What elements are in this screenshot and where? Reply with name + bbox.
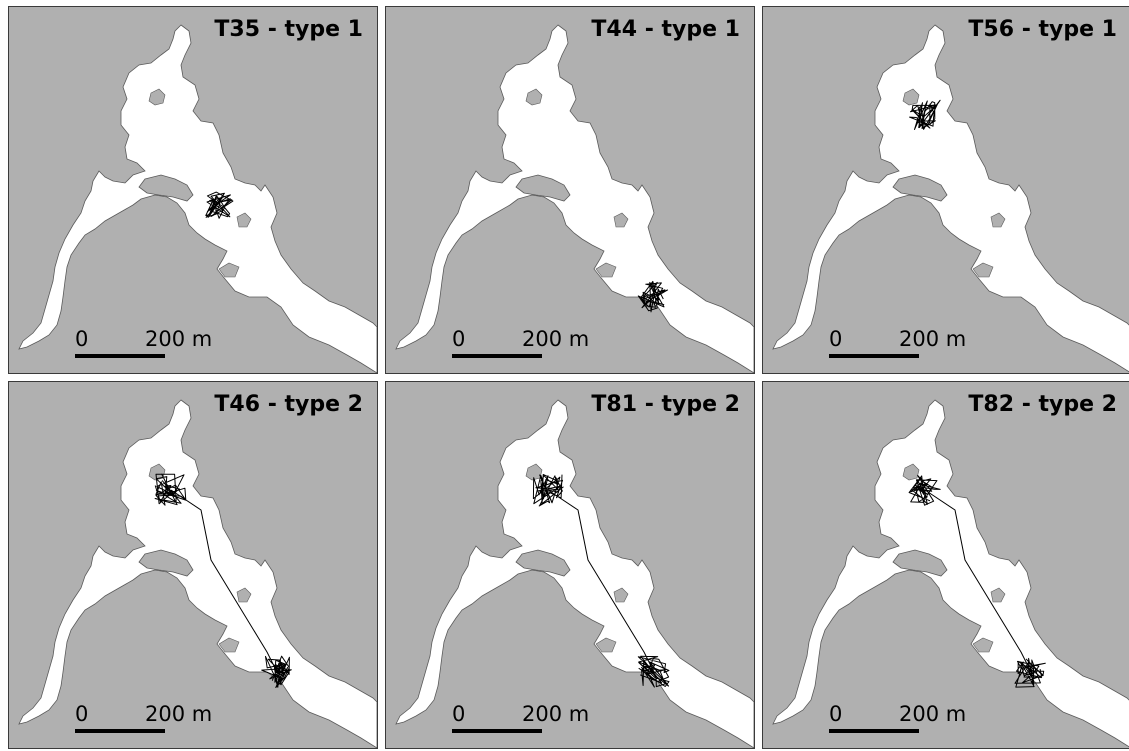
map-panel-t81: T81 - type 2 0 200 m [385,381,755,749]
island [892,549,948,577]
islet [236,212,252,228]
panel-title: T82 - type 2 [968,392,1117,417]
islet [972,637,994,653]
islet [613,212,629,228]
scale-bar-distance-label: 200 m [899,327,967,351]
fish-track [154,473,292,688]
map-panel-t44: T44 - type 1 0 200 m [385,6,755,374]
lake-map [386,7,754,373]
panel-title: T56 - type 1 [968,17,1117,42]
lake-map [386,382,754,748]
islet [148,463,166,481]
scale-bar-zero-label: 0 [75,327,89,351]
islet [525,88,543,106]
lake-map [763,382,1129,748]
islet [990,212,1006,228]
island [892,174,948,202]
lake-water [772,24,1129,373]
island [138,549,194,577]
islet [236,587,252,603]
scale-bar [75,729,165,733]
lake-map [763,7,1129,373]
islet [218,637,240,653]
fish-track [532,474,670,688]
fish-track [908,475,1046,688]
islet [595,262,617,278]
panel-title: T44 - type 1 [591,17,740,42]
scale-bar [452,354,542,358]
lake-water [395,24,754,373]
scale-bar [75,354,165,358]
island [138,174,194,202]
fish-track [637,280,669,313]
panel-title: T35 - type 1 [214,17,363,42]
map-panel-t82: T82 - type 2 0 200 m [762,381,1129,749]
fish-track [909,99,941,130]
islet [595,637,617,653]
lake-map [9,7,377,373]
islet [148,88,166,106]
islet [613,587,629,603]
islet [972,262,994,278]
scale-bar-distance-label: 200 m [899,702,967,726]
panel-title: T46 - type 2 [214,392,363,417]
lake-water [18,24,377,373]
scale-bar-zero-label: 0 [452,327,466,351]
scale-bar-distance-label: 200 m [145,702,213,726]
island [515,549,571,577]
map-panel-t46: T46 - type 2 0 200 m [8,381,378,749]
scale-bar-zero-label: 0 [829,327,843,351]
scale-bar [829,354,919,358]
scale-bar-distance-label: 200 m [145,327,213,351]
scale-bar [829,729,919,733]
island [515,174,571,202]
islet [990,587,1006,603]
scale-bar-zero-label: 0 [829,702,843,726]
scale-bar [452,729,542,733]
panel-title: T81 - type 2 [591,392,740,417]
lake-water [395,399,754,748]
scale-bar-distance-label: 200 m [522,327,590,351]
islet [902,463,920,481]
scale-bar-zero-label: 0 [75,702,89,726]
islet [902,88,920,106]
lake-water [772,399,1129,748]
lake-map [9,382,377,748]
scale-bar-distance-label: 200 m [522,702,590,726]
islet [218,262,240,278]
map-panel-t35: T35 - type 1 0 200 m [8,6,378,374]
map-panel-t56: T56 - type 1 0 200 m [762,6,1129,374]
fish-track [205,191,234,219]
scale-bar-zero-label: 0 [452,702,466,726]
